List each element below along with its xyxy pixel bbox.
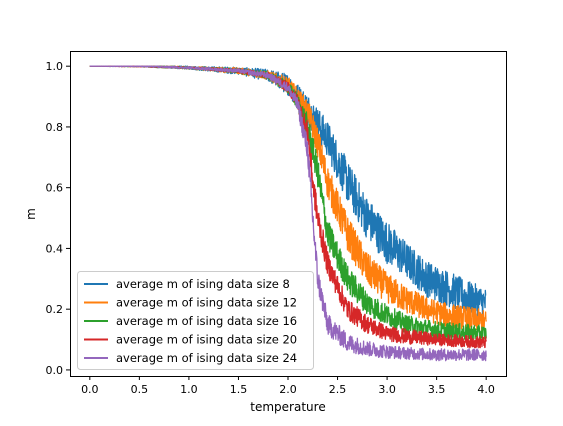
x-tick-label: 4.0: [477, 383, 495, 396]
x-tick-label: 2.0: [279, 383, 297, 396]
legend: average m of ising data size 8 average m …: [77, 271, 314, 370]
y-tick-label: 0.6: [46, 182, 64, 195]
x-tick-label: 1.5: [230, 383, 248, 396]
y-tick-label: 0.2: [46, 303, 64, 316]
series-line-5: [89, 65, 487, 362]
x-axis-label: temperature: [250, 400, 325, 414]
legend-box: [77, 271, 314, 370]
series-layer: [89, 65, 487, 362]
x-tick-label: 0.0: [81, 383, 99, 396]
x-tick-label: 2.5: [329, 383, 347, 396]
y-tick-label: 0.8: [46, 121, 64, 134]
y-tick-label: 0.0: [46, 364, 64, 377]
legend-label-5: average m of ising data size 24: [116, 351, 297, 365]
y-axis: 0.0 0.2 0.4 0.6 0.8 1.0: [46, 60, 70, 377]
x-tick-label: 0.5: [131, 383, 149, 396]
y-tick-label: 1.0: [46, 60, 64, 73]
y-tick-label: 0.4: [46, 242, 64, 255]
x-axis: 0.0 0.5 1.0 1.5 2.0 2.5 3.0 3.5 4.0: [81, 376, 495, 396]
y-axis-label: m: [24, 208, 38, 220]
legend-label-1: average m of ising data size 8: [116, 277, 290, 291]
legend-label-2: average m of ising data size 12: [116, 296, 297, 310]
x-tick-label: 3.0: [378, 383, 396, 396]
x-tick-label: 3.5: [428, 383, 446, 396]
legend-label-4: average m of ising data size 20: [116, 333, 297, 347]
x-tick-label: 1.0: [180, 383, 198, 396]
legend-label-3: average m of ising data size 16: [116, 314, 297, 328]
